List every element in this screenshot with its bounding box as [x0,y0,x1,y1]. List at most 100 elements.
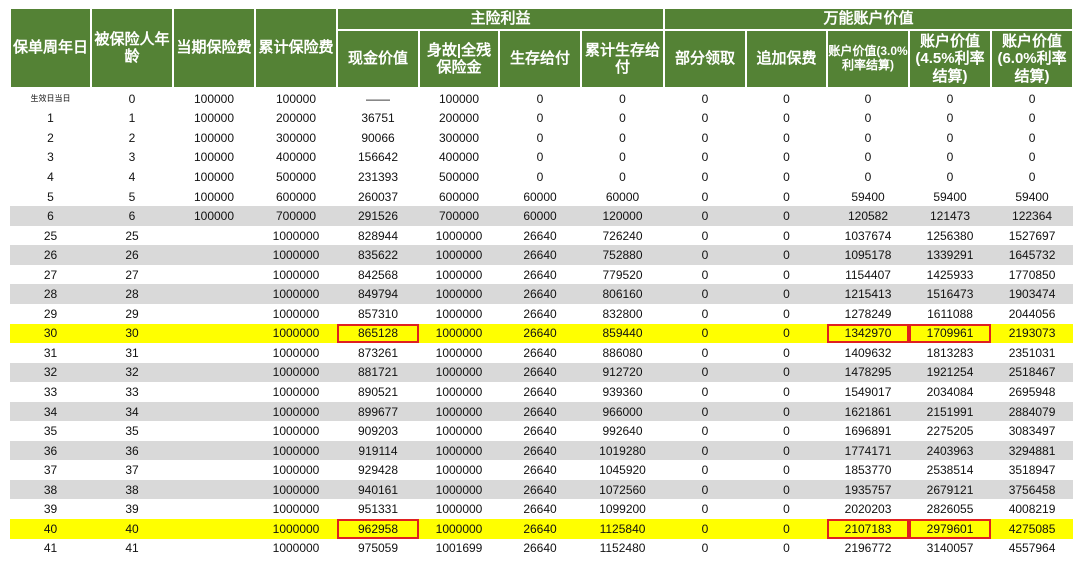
table-cell: 26 [10,245,91,265]
table-cell: 0 [664,440,747,461]
table-row: 25 25 1000000 828944 1000000 26640 726240 0 0 103… [10,226,1073,246]
table-cell: 36 [91,440,173,461]
table-cell [173,245,255,265]
table-cell: 1000000 [435,306,483,321]
table-cell: 1000000 [419,245,499,265]
table-cell: 0 [619,91,626,106]
table-cell: 28 [10,284,91,305]
table-cell: 0 [783,306,790,321]
table-cell: 0 [783,541,790,556]
table-cell: 1000000 [272,424,320,439]
table-cell: 35 [43,424,58,439]
table-cell: 4275085 [991,519,1074,539]
table-cell: 1774171 [827,440,910,461]
table-row: 31 31 1000000 873261 1000000 26640 886080 0 0 140… [10,343,1073,363]
table-cell: 1000000 [255,519,337,539]
table-cell: 752880 [581,245,665,265]
table-cell: 2679121 [909,479,992,500]
table-cell: 1527697 [1008,228,1056,243]
table-cell: 1 [128,111,136,126]
table-cell: 260037 [357,189,399,204]
table-cell: 38 [10,479,91,500]
table-cell: 2979601 [909,519,992,539]
table-cell: 1000000 [255,401,337,422]
table-cell: 0 [946,111,954,126]
table-cell: 0 [746,245,828,265]
table-cell: 873261 [357,345,399,360]
table-cell: 899677 [337,401,419,422]
table-cell: 0 [946,130,954,145]
table-cell: 1000000 [272,267,320,282]
table-cell: 0 [746,362,828,383]
table-cell: 156642 [357,150,399,165]
table-cell: 3756458 [991,479,1074,500]
table-cell: 0 [1028,169,1036,184]
table-cell: 1478295 [827,362,910,383]
table-cell: 951331 [357,502,399,517]
header-premium: 当期保险费 [172,7,256,89]
table-cell: 26640 [499,401,581,422]
table-cell: 1000000 [272,463,320,478]
table-cell: 1000000 [255,440,337,461]
table-cell: 3294881 [991,440,1074,461]
header-partial-withdrawal: 部分领取 [663,29,748,89]
table-cell: 26640 [499,479,581,500]
table-cell: 26640 [499,362,581,383]
table-cell: 2538514 [926,463,974,478]
table-cell: 0 [746,323,828,344]
table-row: 40 40 1000000 962958 1000000 26640 1125840 0 0 21… [10,519,1074,539]
table-cell: 2403963 [909,440,992,461]
table-cell: 41 [125,541,139,556]
table-cell: 26640 [499,519,581,539]
table-cell: 37 [43,463,58,478]
table-cell: 1000000 [272,345,320,360]
table-row: 生效日当日 0 100000 100000 —— 100000 0 0 0 0 0 0 0 [10,88,1073,109]
table-cell: 120582 [827,206,910,226]
table-cell: 0 [1028,91,1036,106]
table-row: 26 26 1000000 835622 1000000 26640 752880 0 0 109… [10,245,1074,265]
table-cell: —— [366,91,390,106]
table-cell: 0 [619,111,626,126]
table-row: 4 4 100000 500000 231393 500000 0 0 0 0 0 0 0 [10,167,1073,187]
table-cell: 0 [664,284,747,305]
table-cell: 100000 [193,189,235,204]
table-cell: 1000000 [435,267,483,282]
table-cell: 33 [43,384,58,399]
table-cell: 26640 [523,345,557,360]
table-cell: 0 [783,463,790,478]
table-cell: 0 [536,169,544,184]
table-cell: 29 [125,306,139,321]
table-cell: 30 [91,323,173,344]
table-cell: 0 [701,541,709,556]
table-cell: 1000000 [435,345,483,360]
table-row: 41 41 1000000 975059 1001699 26640 1152480 0 0 21… [10,539,1073,559]
table-cell: 2518467 [991,362,1074,383]
table-cell: 26640 [523,502,557,517]
table-cell: 2695948 [1008,384,1056,399]
table-cell: 1000000 [435,384,483,399]
table-cell: 600000 [438,189,480,204]
table-cell: 0 [783,384,790,399]
table-cell [173,362,255,383]
table-cell: 0 [664,323,747,344]
table-cell: 0 [536,130,544,145]
table-row: 1 1 100000 200000 36751 200000 0 0 0 0 0 0 0 [10,109,1073,129]
table-cell: 0 [864,91,872,106]
header-total-survival-benefit: 累计生存给付 [579,29,666,89]
table-cell: 100000 [193,130,235,145]
table-cell: 912720 [581,362,665,383]
table-cell: 1696891 [844,424,892,439]
table-cell: 32 [91,362,173,383]
table-cell: 59400 [933,189,967,204]
table-cell: 0 [783,228,790,243]
table-cell: 生效日当日 [30,94,71,104]
table-cell: 0 [128,91,136,106]
table-cell: 939360 [602,384,643,399]
table-cell: 726240 [602,228,643,243]
table-cell: 0 [701,111,709,126]
table-cell: 1409632 [844,345,892,360]
table-cell: 975059 [357,541,399,556]
table-cell: 2107183 [827,519,910,539]
header-policy-year: 保单周年日 [9,7,92,89]
table-row: 36 36 1000000 919114 1000000 26640 1019280 0 0 17… [10,440,1074,461]
